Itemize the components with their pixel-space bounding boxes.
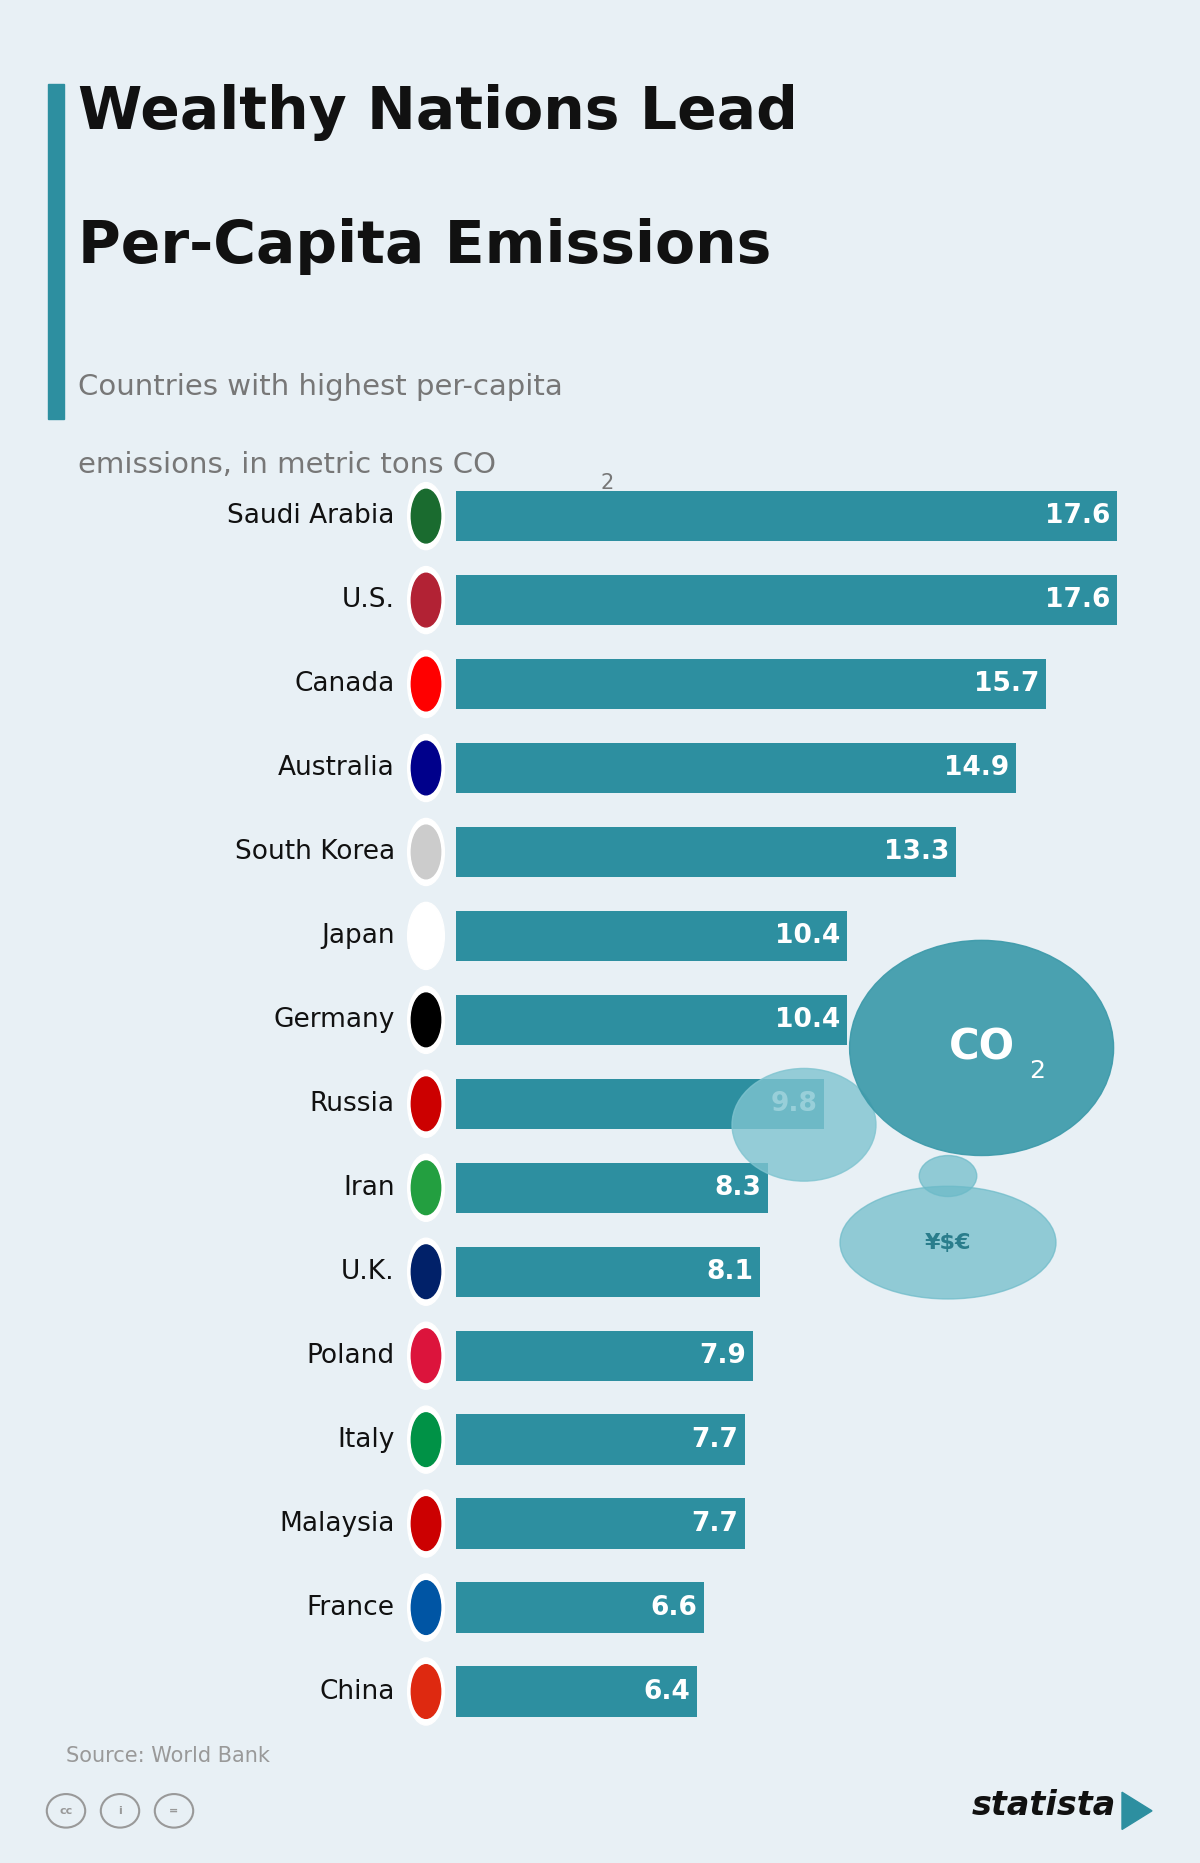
Text: 15.7: 15.7	[974, 671, 1039, 697]
Bar	[456, 1498, 745, 1548]
Text: Per-Capita Emissions: Per-Capita Emissions	[78, 218, 772, 276]
Text: 13.3: 13.3	[883, 838, 949, 864]
Text: Malaysia: Malaysia	[280, 1511, 395, 1537]
Bar	[456, 1330, 752, 1380]
Bar	[456, 492, 1117, 542]
Text: Canada: Canada	[294, 671, 395, 697]
Bar	[456, 1582, 704, 1632]
Text: 17.6: 17.6	[1045, 503, 1111, 529]
Text: emissions, in metric tons CO: emissions, in metric tons CO	[78, 451, 496, 479]
Text: 2: 2	[1028, 1058, 1045, 1082]
Bar	[456, 827, 955, 877]
Text: Countries with highest per-capita: Countries with highest per-capita	[78, 373, 563, 401]
Text: cc: cc	[59, 1805, 73, 1816]
Text: U.S.: U.S.	[342, 587, 395, 613]
Text: 14.9: 14.9	[944, 755, 1009, 781]
Text: 8.3: 8.3	[714, 1176, 761, 1202]
Text: 6.6: 6.6	[650, 1595, 697, 1621]
Bar	[456, 576, 1117, 626]
Text: 7.7: 7.7	[691, 1511, 738, 1537]
Text: 2: 2	[600, 473, 613, 494]
Text: Italy: Italy	[337, 1427, 395, 1453]
Bar	[456, 1246, 761, 1297]
Text: 7.7: 7.7	[691, 1427, 738, 1453]
Text: ¥$€: ¥$€	[925, 1233, 971, 1252]
Bar	[456, 1079, 824, 1129]
Text: 8.1: 8.1	[707, 1259, 754, 1285]
Text: 10.4: 10.4	[775, 1006, 840, 1032]
Text: South Korea: South Korea	[235, 838, 395, 864]
Text: 6.4: 6.4	[643, 1679, 690, 1705]
Text: Wealthy Nations Lead: Wealthy Nations Lead	[78, 84, 798, 142]
Text: France: France	[307, 1595, 395, 1621]
Text: Source: World Bank: Source: World Bank	[66, 1746, 270, 1766]
Text: Germany: Germany	[274, 1006, 395, 1032]
Bar	[456, 743, 1016, 794]
Text: U.K.: U.K.	[341, 1259, 395, 1285]
Bar	[456, 911, 847, 961]
Text: 7.9: 7.9	[700, 1343, 746, 1369]
Text: CO: CO	[948, 1027, 1015, 1069]
Bar	[456, 995, 847, 1045]
Text: Iran: Iran	[343, 1176, 395, 1202]
Text: Poland: Poland	[307, 1343, 395, 1369]
Ellipse shape	[840, 1187, 1056, 1299]
Text: China: China	[319, 1679, 395, 1705]
Text: Australia: Australia	[278, 755, 395, 781]
Bar	[456, 1414, 745, 1464]
Text: 10.4: 10.4	[775, 922, 840, 948]
Text: Saudi Arabia: Saudi Arabia	[228, 503, 395, 529]
Text: Japan: Japan	[322, 922, 395, 948]
Bar	[456, 1666, 696, 1716]
Ellipse shape	[850, 941, 1114, 1155]
Text: statista: statista	[972, 1788, 1116, 1822]
Ellipse shape	[732, 1067, 876, 1181]
Bar	[456, 660, 1046, 710]
Bar	[456, 1163, 768, 1213]
Text: Russia: Russia	[310, 1092, 395, 1116]
Text: 17.6: 17.6	[1045, 587, 1111, 613]
Text: =: =	[169, 1805, 179, 1816]
Ellipse shape	[919, 1155, 977, 1196]
Text: i: i	[118, 1805, 122, 1816]
Text: 9.8: 9.8	[770, 1092, 817, 1116]
